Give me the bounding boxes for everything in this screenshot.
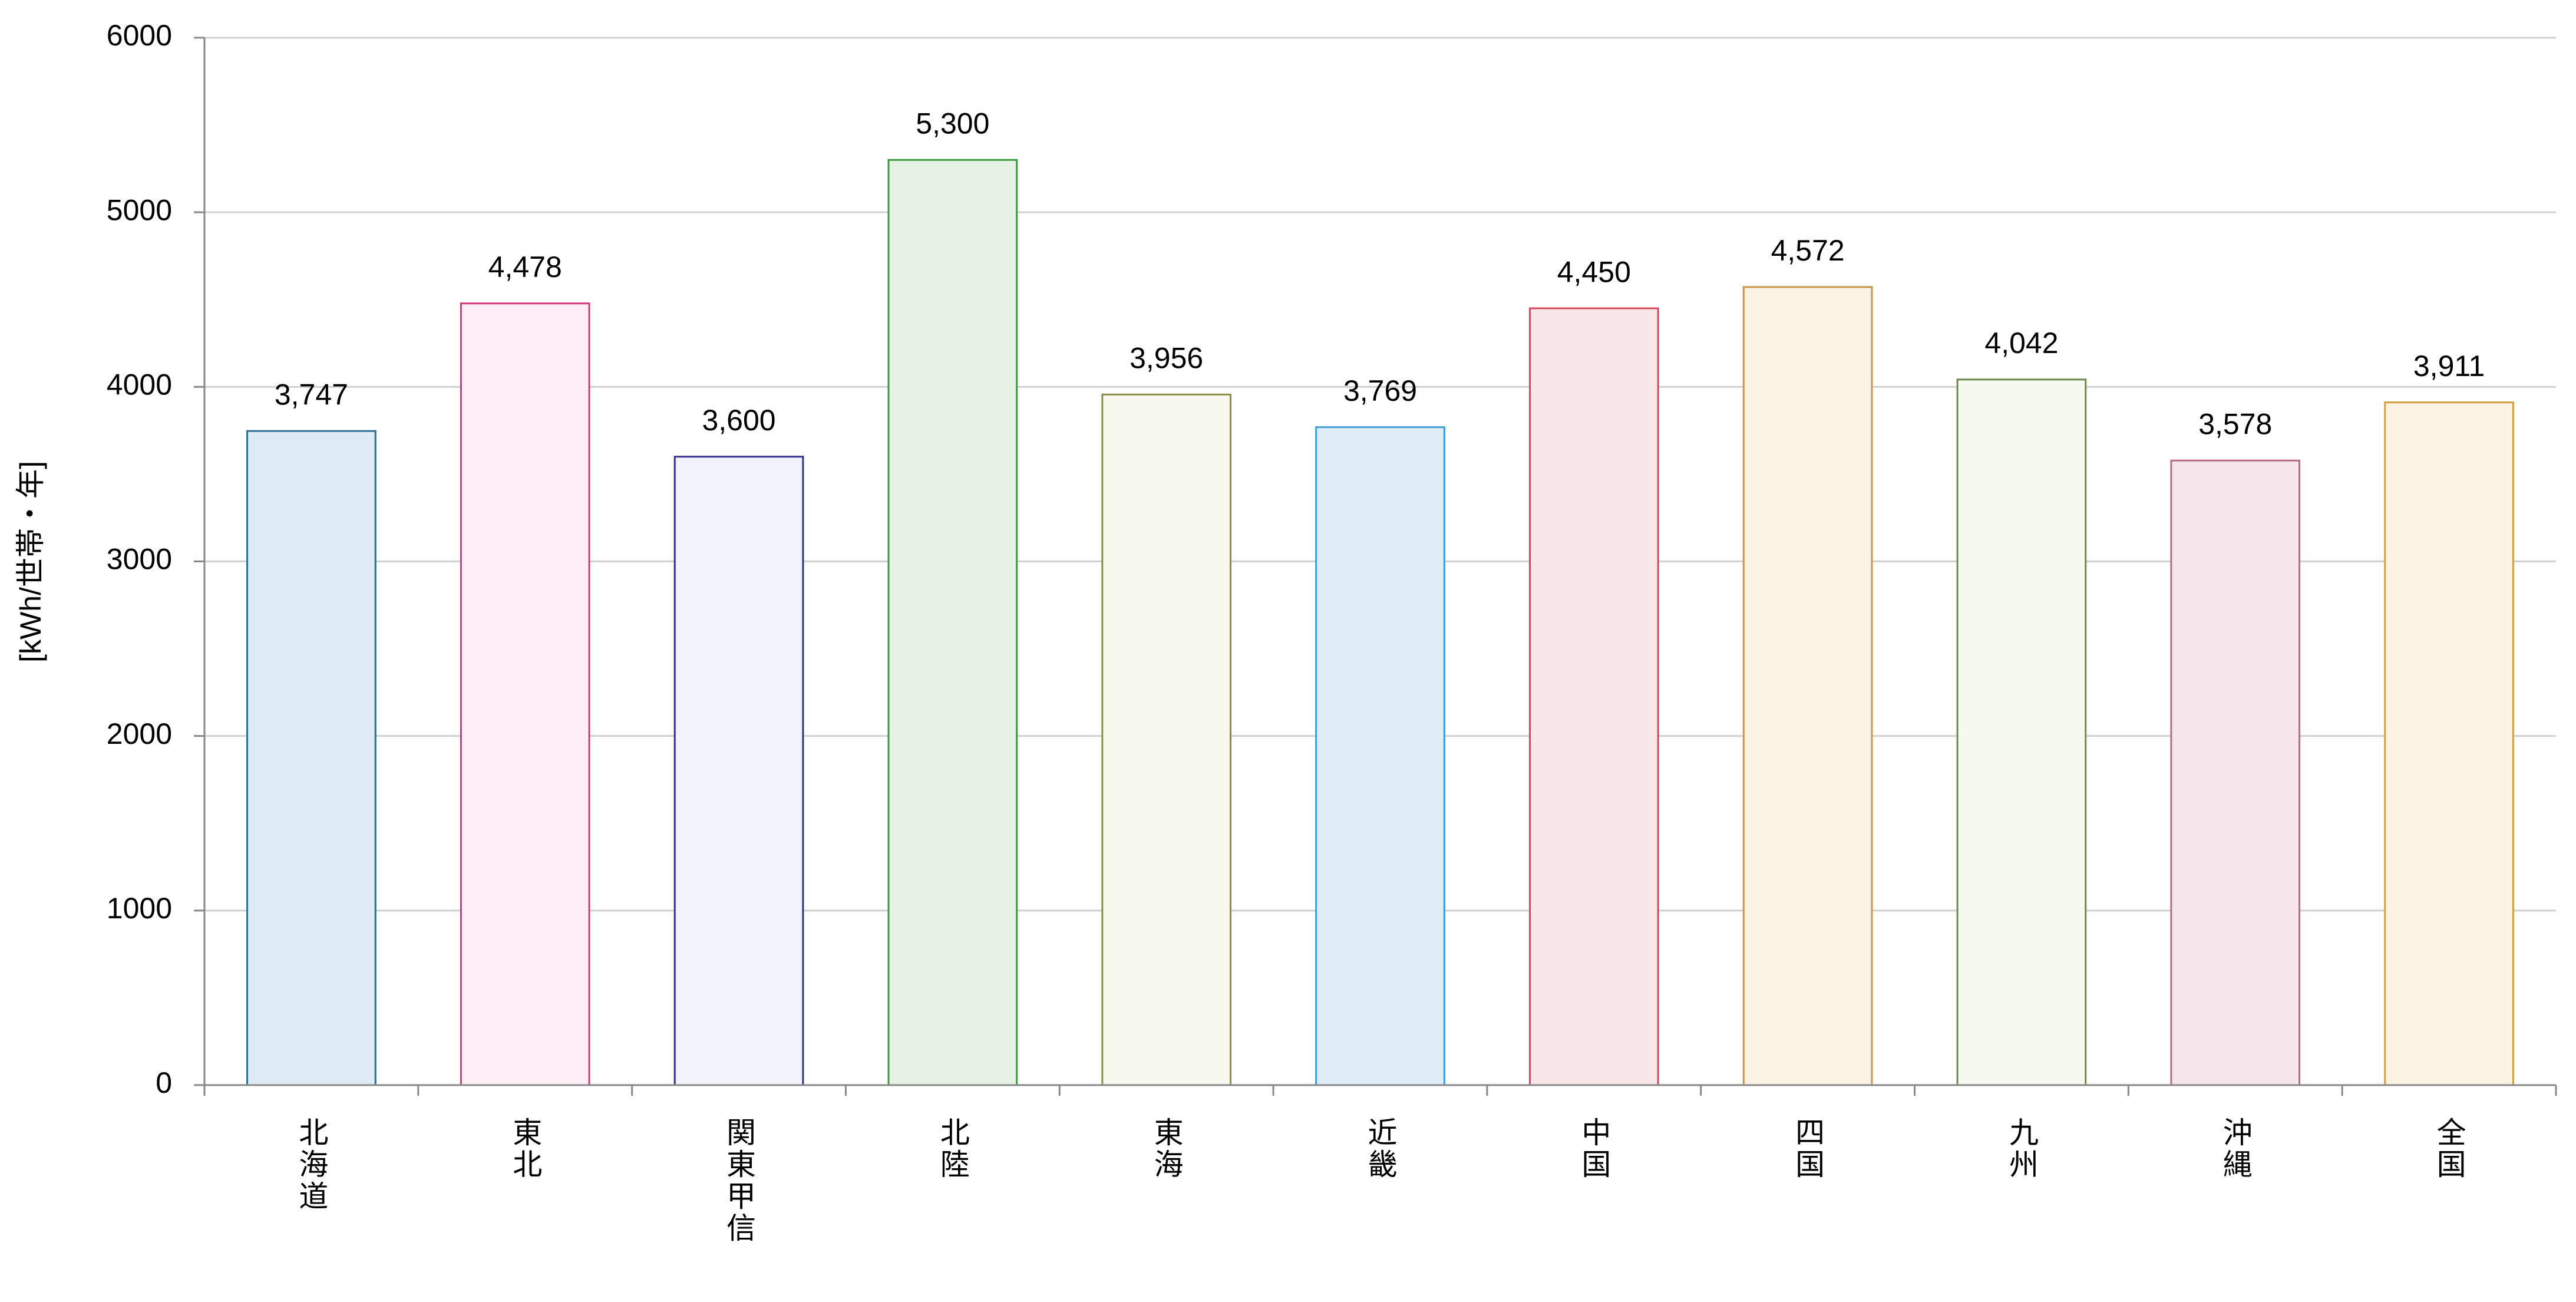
bar: [1101, 393, 1232, 1086]
value-label: 3,911: [2413, 350, 2485, 383]
value-label: 4,478: [488, 250, 562, 284]
value-label: 3,747: [275, 378, 348, 411]
y-tick-label: 3000: [107, 543, 172, 576]
bar: [2384, 401, 2514, 1086]
value-label: 4,450: [1557, 255, 1631, 288]
bar: [460, 302, 590, 1086]
value-label: 5,300: [916, 107, 989, 140]
x-tick-label: 沖縄: [2219, 1117, 2252, 1181]
x-tick-label: 中国: [1577, 1117, 1610, 1181]
bar: [246, 430, 377, 1086]
value-label: 4,042: [1984, 327, 2058, 360]
x-tick-label: 東北: [508, 1117, 541, 1181]
value-label: 3,769: [1343, 374, 1417, 407]
x-tick-label: 東海: [1150, 1117, 1183, 1181]
y-axis-title: [kWh/世帯・年]: [14, 461, 47, 662]
y-tick-label: 2000: [107, 717, 172, 750]
bar: [887, 159, 1018, 1086]
value-label: 3,600: [702, 404, 775, 437]
y-tick-label: 0: [156, 1066, 172, 1099]
bar: [1528, 307, 1659, 1086]
bar: [1956, 378, 2087, 1086]
bar: [2170, 459, 2301, 1086]
x-tick-label: 北海道: [295, 1117, 328, 1212]
x-tick-label: 全国: [2433, 1117, 2466, 1181]
bar: [1315, 426, 1445, 1086]
x-tick-label: 北陸: [936, 1117, 969, 1181]
value-label: 3,956: [1130, 342, 1203, 375]
bar: [1742, 286, 1873, 1086]
value-label: 3,578: [2198, 408, 2272, 441]
y-tick-label: 6000: [107, 19, 172, 52]
bar: [673, 456, 804, 1086]
value-label: 4,572: [1771, 234, 1845, 267]
y-tick-label: 4000: [107, 368, 172, 401]
y-tick-label: 1000: [107, 892, 172, 925]
x-tick-label: 四国: [1791, 1117, 1824, 1181]
y-tick-label: 5000: [107, 193, 172, 226]
x-tick-label: 関東甲信: [722, 1117, 755, 1244]
x-tick-label: 近畿: [1364, 1117, 1397, 1181]
x-tick-label: 九州: [2005, 1117, 2038, 1181]
